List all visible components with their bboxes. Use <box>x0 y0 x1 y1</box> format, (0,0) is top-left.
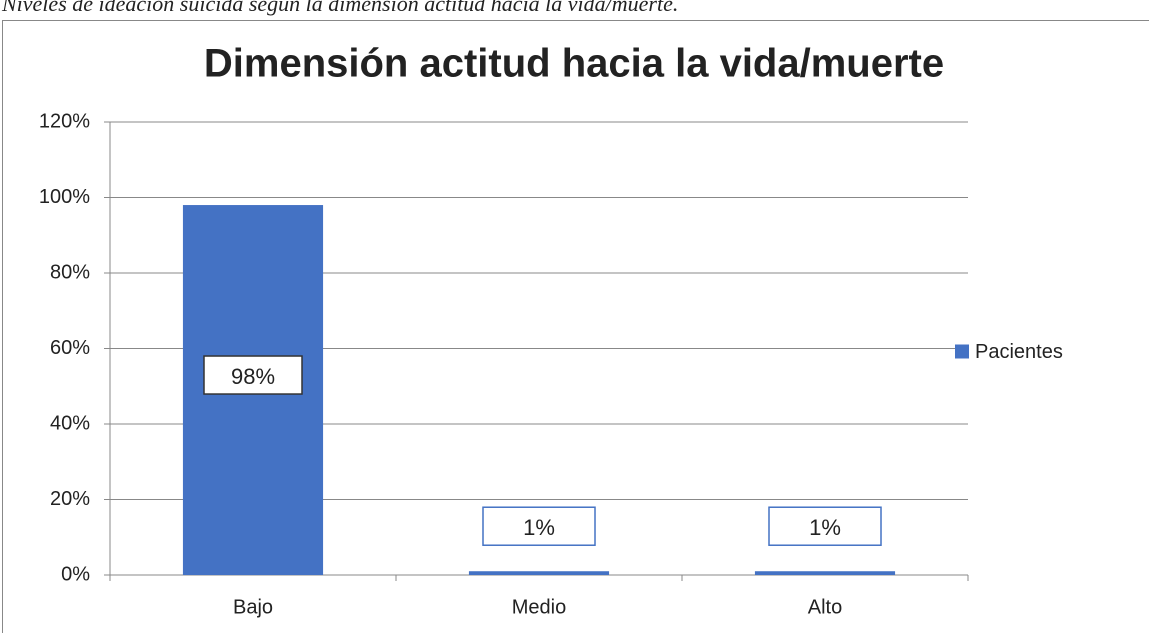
y-tick-label: 100% <box>39 186 90 208</box>
y-tick-label: 0% <box>61 563 90 585</box>
bar <box>468 571 610 575</box>
data-label: 1% <box>809 515 841 540</box>
y-tick-label: 120% <box>39 110 90 132</box>
data-label-box <box>482 506 596 546</box>
caption: Niveles de ideación suicida según la dim… <box>1 0 678 16</box>
data-label-box <box>768 506 882 546</box>
y-tick-label: 60% <box>50 337 90 359</box>
data-label: 1% <box>523 515 555 540</box>
y-tick-label: 40% <box>50 412 90 434</box>
y-tick-label: 80% <box>50 261 90 283</box>
data-label-box <box>203 355 303 395</box>
x-tick-label: Alto <box>808 596 842 618</box>
bar <box>754 571 896 575</box>
chart-title: Dimensión actitud hacia la vida/muerte <box>204 42 944 86</box>
data-label: 98% <box>231 364 275 389</box>
x-tick-label: Medio <box>512 596 566 618</box>
legend-swatch <box>955 344 969 359</box>
y-tick-label: 20% <box>50 488 90 510</box>
legend-label: Pacientes <box>975 341 1063 363</box>
x-tick-label: Bajo <box>233 596 273 618</box>
chart-border <box>2 20 1149 633</box>
